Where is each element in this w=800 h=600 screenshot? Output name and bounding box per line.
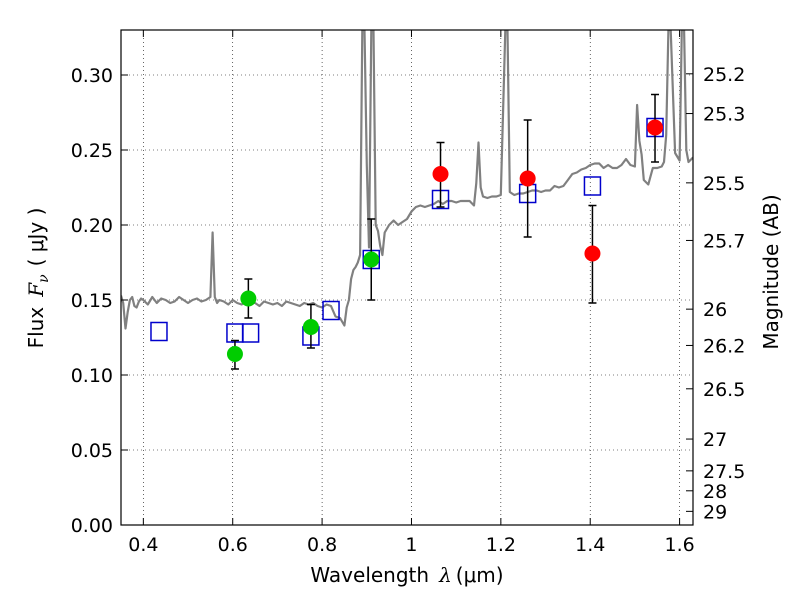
photometry-point <box>363 251 380 268</box>
x-tick-label: 1 <box>405 534 417 556</box>
spectrum-line <box>121 30 693 330</box>
y2-tick-label: 25.7 <box>703 230 745 252</box>
y-axis-title-unit: ( μJy ) <box>24 208 48 267</box>
y-tick-label: 0.10 <box>71 365 113 387</box>
photometry-point <box>647 119 664 136</box>
x-axis-title-unit: (μm) <box>456 563 504 587</box>
x-axis-title-symbol: λ <box>438 563 452 587</box>
grid <box>121 30 693 526</box>
x-tick-label: 0.4 <box>128 534 158 556</box>
y2-tick-label: 26 <box>703 299 727 321</box>
y-axis-title-symbol: F <box>24 282 48 298</box>
ticks: 0.4 0.6 0.8 1 1.2 1.4 1.6 0.00 0.05 0.10 0.15 0.20 0… <box>71 30 745 556</box>
photometry-point <box>226 346 243 362</box>
y-tick-label: 0.00 <box>71 515 113 537</box>
plot-area <box>121 30 693 370</box>
y-tick-label: 0.25 <box>71 140 113 162</box>
y-axis-title-sub: ν <box>36 274 52 283</box>
model-square-marker <box>226 323 244 343</box>
y2-tick-label: 27.5 <box>703 461 745 483</box>
x-tick-label: 1.6 <box>664 534 694 556</box>
x-tick-label: 0.6 <box>218 534 248 556</box>
y2-tick-label: 28 <box>703 481 727 503</box>
photometry-point <box>432 166 449 182</box>
y-tick-label: 0.05 <box>71 440 113 462</box>
y2-tick-label: 26.2 <box>703 335 745 357</box>
model-square-marker <box>322 300 340 321</box>
plot-frame <box>120 29 694 526</box>
photometry-point <box>519 170 536 187</box>
y-axis-title-prefix: Flux <box>24 307 48 349</box>
photometry-point <box>584 245 601 262</box>
model-square-marker <box>150 321 168 342</box>
photometry-point <box>302 319 319 335</box>
x-tick-label: 0.8 <box>307 534 337 556</box>
y2-tick-label: 25.2 <box>703 64 745 86</box>
y2-tick-label: 25.3 <box>703 104 745 126</box>
y2-tick-label: 27 <box>703 429 727 451</box>
x-tick-label: 1.4 <box>575 534 605 556</box>
x-axis-title: Wavelength λ (μm) <box>310 563 503 587</box>
y-tick-label: 0.30 <box>71 65 113 87</box>
y-axis-title: Flux Fν ( μJy ) <box>24 208 52 349</box>
y2-axis-title: Magnitude (AB) <box>759 194 783 349</box>
y-tick-label: 0.20 <box>71 215 113 237</box>
x-tick-label: 1.2 <box>486 534 516 556</box>
y2-tick-label: 25.5 <box>703 173 745 195</box>
x-axis-title-prefix: Wavelength <box>310 563 429 587</box>
photometry-point <box>240 290 257 307</box>
y2-tick-label: 29 <box>703 501 727 523</box>
y2-tick-label: 26.5 <box>703 379 745 401</box>
model-square-marker <box>583 176 602 196</box>
model-square-marker <box>241 323 260 343</box>
y-tick-label: 0.15 <box>71 290 113 312</box>
